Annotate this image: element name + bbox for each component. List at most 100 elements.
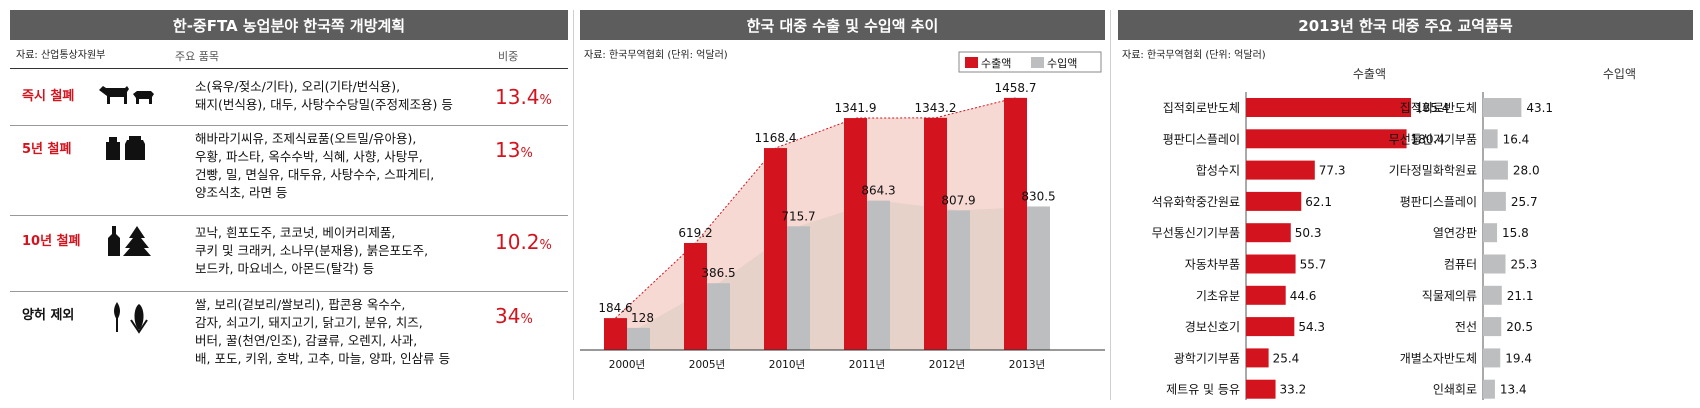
x-tick-label: 2011년 — [849, 359, 885, 371]
export-bar — [604, 318, 627, 350]
export-value-label: 55.7 — [1300, 258, 1327, 272]
panel-title: 2013년 한국 대중 주요 교역품목 — [1118, 10, 1693, 40]
share-number: 10.2 — [495, 230, 540, 254]
export-category-label: 경보신호기 — [1185, 320, 1240, 334]
export-bar — [1246, 348, 1269, 368]
x-tick-label: 2005년 — [689, 359, 725, 371]
import-bar — [1027, 206, 1050, 350]
import-bar — [1483, 223, 1498, 243]
export-bar — [1246, 191, 1302, 211]
export-category-label: 석유화학중간원료 — [1152, 195, 1240, 209]
export-value-label: 62.1 — [1305, 195, 1332, 209]
export-category-label: 광학기기부품 — [1174, 351, 1240, 365]
import-value-label: 807.9 — [941, 193, 975, 207]
import-bar — [1483, 317, 1502, 337]
item-list: 꼬낙, 흰포도주, 코코넛, 베이커리제품, 쿠키 및 크래커, 소나무(분재용… — [195, 224, 428, 278]
import-value-label: 128 — [631, 311, 654, 325]
export-bar — [764, 148, 787, 350]
wine-bottle-and-tree-icon — [108, 226, 151, 256]
series-header-import: 수입액 — [1603, 67, 1636, 81]
panel-divider — [573, 10, 574, 400]
export-bar — [1004, 97, 1027, 350]
item-line: 배, 포도, 키위, 호박, 고추, 마늘, 양파, 인삼류 등 — [195, 351, 451, 366]
import-category-label: 집적회로반도체 — [1400, 101, 1477, 115]
export-value-label: 44.6 — [1290, 289, 1317, 303]
import-category-label: 평판디스플레이 — [1400, 195, 1477, 209]
share-unit: % — [539, 238, 552, 253]
table-row: 5년 철폐 해바라기씨유, 조제식료품(오트밀/유아용), 우황, 파스타, 옥… — [10, 126, 568, 214]
item-list: 소(육우/젖소/기타), 오리(기타/번식용), 돼지(번식용), 대두, 사탕… — [195, 78, 453, 114]
export-value-label: 50.3 — [1295, 226, 1322, 240]
import-bar — [1483, 129, 1498, 149]
share-value: 13% — [495, 138, 533, 162]
export-category-label: 합성수지 — [1196, 164, 1240, 178]
item-line: 보드카, 마요네스, 아몬드(탈각) 등 — [195, 261, 375, 276]
major-items-chart-panel: 2013년 한국 대중 주요 교역품목 자료: 한국무역협회 (단위: 억달러)… — [1118, 10, 1693, 400]
import-value-label: 21.1 — [1507, 289, 1534, 303]
export-value-label: 77.3 — [1319, 164, 1346, 178]
export-trend-line — [615, 97, 1016, 319]
export-value-label: 180.4 — [1411, 132, 1445, 146]
export-category-label: 평판디스플레이 — [1163, 132, 1240, 146]
export-bar — [844, 118, 867, 350]
export-value-label: 1343.2 — [915, 101, 957, 115]
legend-label-import: 수입액 — [1047, 57, 1077, 70]
panel-divider — [1110, 10, 1111, 400]
export-value-label: 33.2 — [1280, 383, 1307, 397]
share-column-header: 비중 — [498, 50, 519, 63]
export-bar — [1246, 254, 1296, 274]
import-bar — [1483, 379, 1495, 399]
x-tick-label: 2000년 — [609, 359, 645, 371]
table-row: 즉시 철폐 소(육우/젖소/기타), 오리(기타/번식용), 돼지(번식용), … — [10, 70, 568, 125]
item-line: 감자, 쇠고기, 돼지고기, 닭고기, 분유, 치즈, — [195, 315, 423, 330]
share-unit: % — [520, 146, 533, 161]
item-line: 건빵, 밀, 면실유, 대두유, 사탕수수, 스파게티, — [195, 167, 435, 182]
import-bar — [1483, 191, 1506, 211]
import-bar — [707, 283, 730, 350]
import-category-label: 개별소자반도체 — [1400, 351, 1477, 365]
export-value-label: 619.2 — [678, 226, 712, 240]
share-number: 13 — [495, 138, 521, 162]
source-note: 자료: 한국무역협회 (단위: 억달러) — [1122, 50, 1266, 61]
import-category-label: 인쇄회로 — [1433, 383, 1477, 397]
export-value-label: 25.4 — [1273, 351, 1300, 365]
panel-title: 한국 대중 수출 및 수입액 추이 — [580, 10, 1105, 40]
item-list: 쌀, 보리(겉보리/쌀보리), 팝콘용 옥수수, 감자, 쇠고기, 돼지고기, … — [195, 296, 450, 368]
item-line: 버터, 꿀(천연/인조), 감귤류, 오렌지, 사과, — [195, 333, 418, 348]
import-value-label: 25.7 — [1511, 195, 1538, 209]
import-value-label: 43.1 — [1526, 101, 1553, 115]
export-value-label: 1168.4 — [755, 131, 797, 145]
divider — [10, 125, 568, 126]
import-value-label: 19.4 — [1505, 351, 1532, 365]
bottle-and-sack-icon — [106, 136, 145, 160]
import-value-label: 16.4 — [1503, 132, 1530, 146]
export-bar — [684, 242, 707, 350]
import-bar — [1483, 98, 1522, 117]
import-value-label: 25.3 — [1511, 258, 1538, 272]
export-bar — [924, 117, 947, 350]
table-row: 10년 철폐 꼬낙, 흰포도주, 코코넛, 베이커리제품, 쿠키 및 크래커, … — [10, 216, 568, 290]
export-bar — [1246, 285, 1286, 305]
share-number: 13.4 — [495, 85, 540, 109]
share-value: 34% — [495, 304, 533, 328]
export-category-label: 기초유분 — [1196, 289, 1240, 303]
item-line: 양조식초, 라면 등 — [195, 185, 288, 200]
legend-swatch-export — [965, 57, 978, 68]
import-value-label: 386.5 — [701, 266, 735, 280]
item-line: 돼지(번식용), 대두, 사탕수수당밀(주정제조용) 등 — [195, 97, 453, 112]
table-row: 양허 제외 쌀, 보리(겉보리/쌀보리), 팝콘용 옥수수, 감자, 쇠고기, … — [10, 292, 568, 392]
import-value-label: 13.4 — [1500, 383, 1527, 397]
import-category-label: 무선통신기기부품 — [1389, 132, 1477, 146]
import-bar — [947, 210, 970, 350]
import-value-label: 864.3 — [861, 184, 895, 198]
export-value-label: 184.6 — [598, 301, 632, 315]
legend-box — [958, 51, 1102, 73]
import-bar — [627, 327, 650, 350]
export-value-label: 1458.7 — [995, 81, 1037, 95]
share-unit: % — [539, 93, 552, 108]
trade-trend-chart-panel: 한국 대중 수출 및 수입액 추이 자료: 한국무역협회 (단위: 억달러) 수… — [580, 10, 1105, 400]
import-value-label: 715.7 — [781, 209, 815, 223]
item-line: 쿠키 및 크래커, 소나무(분재용), 붉은포도주, — [195, 243, 429, 258]
item-line: 소(육우/젖소/기타), 오리(기타/번식용), — [195, 79, 401, 94]
